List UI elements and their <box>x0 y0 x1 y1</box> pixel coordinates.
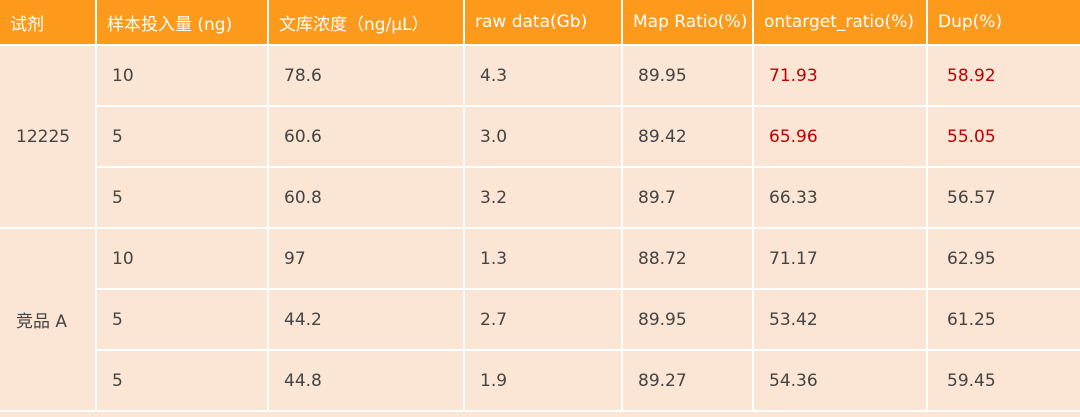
dup-cell: 62.95 <box>927 228 1080 290</box>
raw-cell: 1.3 <box>464 228 623 290</box>
header-reagent: 试剂 <box>0 0 97 46</box>
ontarget-cell: 71.93 <box>753 45 928 107</box>
ontarget-cell: 71.17 <box>753 228 928 290</box>
conc-cell: 60.8 <box>268 167 465 229</box>
conc-cell: 44.8 <box>268 350 465 412</box>
reagent-cell: 12225 <box>0 45 97 229</box>
input-cell: 5 <box>96 350 269 412</box>
raw-cell: 4.3 <box>464 45 623 107</box>
conc-cell: 78.6 <box>268 45 465 107</box>
dup-cell: 55.05 <box>927 106 1080 168</box>
ontarget-cell: 65.96 <box>753 106 928 168</box>
reagent-cell: 竞品 A <box>0 228 97 412</box>
map-cell: 89.27 <box>622 350 754 412</box>
raw-cell: 3.0 <box>464 106 623 168</box>
ontarget-cell: 53.42 <box>753 289 928 351</box>
table-header-row: 试剂 样本投入量 (ng) 文库浓度（ng/μL） raw data(Gb) M… <box>0 0 1080 46</box>
ontarget-cell: 66.33 <box>753 167 928 229</box>
table-row: 12225 10 78.6 4.3 89.95 71.93 58.92 <box>0 45 1080 229</box>
input-cell: 5 <box>96 106 269 168</box>
map-cell: 89.7 <box>622 167 754 229</box>
table-row: 5 60.8 3.2 89.7 66.33 56.57 <box>0 167 1080 229</box>
header-dup: Dup(%) <box>927 0 1080 46</box>
dup-cell: 56.57 <box>927 167 1080 229</box>
table-row: 5 44.2 2.7 89.95 53.42 61.25 <box>0 289 1080 351</box>
raw-cell: 3.2 <box>464 167 623 229</box>
header-map-ratio: Map Ratio(%) <box>622 0 754 46</box>
input-cell: 5 <box>96 289 269 351</box>
table-row: 5 44.8 1.9 89.27 54.36 59.45 <box>0 350 1080 412</box>
header-library-concentration: 文库浓度（ng/μL） <box>268 0 465 46</box>
header-ontarget-ratio: ontarget_ratio(%) <box>753 0 928 46</box>
map-cell: 88.72 <box>622 228 754 290</box>
table-row: 5 60.6 3.0 89.42 65.96 55.05 <box>0 106 1080 168</box>
raw-cell: 1.9 <box>464 350 623 412</box>
dup-cell: 61.25 <box>927 289 1080 351</box>
map-cell: 89.95 <box>622 289 754 351</box>
input-cell: 10 <box>96 228 269 290</box>
map-cell: 89.95 <box>622 45 754 107</box>
input-cell: 10 <box>96 45 269 107</box>
header-sample-input: 样本投入量 (ng) <box>96 0 269 46</box>
table-row: 竞品 A 10 97 1.3 88.72 71.17 62.95 <box>0 228 1080 412</box>
raw-cell: 2.7 <box>464 289 623 351</box>
conc-cell: 97 <box>268 228 465 290</box>
conc-cell: 44.2 <box>268 289 465 351</box>
map-cell: 89.42 <box>622 106 754 168</box>
conc-cell: 60.6 <box>268 106 465 168</box>
ontarget-cell: 54.36 <box>753 350 928 412</box>
dup-cell: 58.92 <box>927 45 1080 107</box>
header-raw-data: raw data(Gb) <box>464 0 623 46</box>
dup-cell: 59.45 <box>927 350 1080 412</box>
input-cell: 5 <box>96 167 269 229</box>
